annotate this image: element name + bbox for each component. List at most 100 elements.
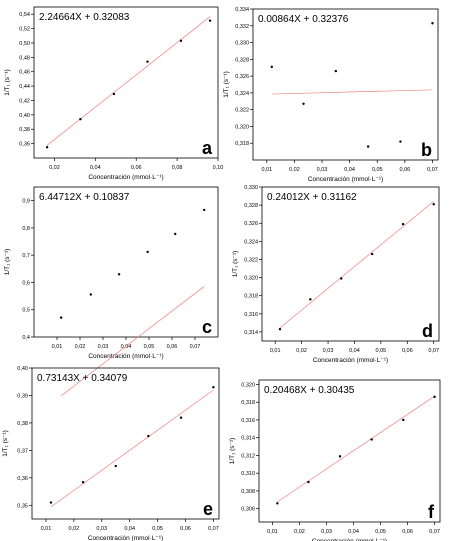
- y-tick-label: 0,7: [22, 253, 30, 259]
- x-axis-label: Concentración (mmol·L⁻¹): [88, 535, 163, 541]
- y-tick-label: 0,334: [235, 7, 249, 13]
- y-tick-label: 0,5: [22, 308, 30, 314]
- y-tick-label: 0,52: [19, 27, 30, 33]
- data-point: [45, 146, 49, 149]
- data-point: [81, 481, 85, 484]
- x-axis-label: Concentración (mmol·L⁻¹): [308, 176, 383, 183]
- data-point: [146, 250, 149, 254]
- x-tick-label: 0,07: [190, 344, 201, 350]
- y-tick-label: 0,50: [19, 41, 30, 47]
- x-tick-label: 0,04: [124, 526, 135, 532]
- x-tick-label: 0,02: [49, 165, 60, 171]
- chart-panel-f: 0,01 0,02 0,03 0,04 0,05 0,06 0,07 0,306 0,308 0,…: [229, 379, 441, 541]
- data-point: [147, 434, 150, 438]
- data-point: [203, 208, 206, 212]
- x-tick-label: 0,04: [349, 348, 360, 354]
- data-point: [366, 145, 370, 148]
- y-tick-label: 0,324: [235, 91, 249, 97]
- data-point: [302, 102, 305, 105]
- data-point: [146, 60, 149, 63]
- y-tick-label: 0,306: [241, 507, 255, 513]
- x-tick-label: 0,01: [270, 348, 281, 354]
- fit-equation: 2.24664X + 0.32083: [39, 12, 130, 23]
- data-point: [334, 69, 338, 73]
- y-tick-label: 0,326: [244, 221, 258, 227]
- x-tick-label: 0,02: [75, 344, 86, 350]
- data-point: [370, 252, 374, 256]
- chart-panel-a: 0,02 0,04 0,06 0,08 0,10 0,36 0,38 0,40 0,42 0,44…: [4, 6, 223, 181]
- panel-label: a: [202, 138, 213, 158]
- y-tick-label: 0,39: [17, 393, 28, 399]
- plot-frame: [33, 186, 219, 338]
- chart-panel-b: 0,01 0,02 0,03 0,04 0,05 0,06 0,07 0,318 0,320 0,…: [223, 7, 439, 183]
- y-axis-label: 1/T₁ (s⁻¹): [223, 71, 230, 98]
- y-tick-label: 0,320: [244, 276, 258, 282]
- y-tick-label: 0,54: [19, 12, 30, 18]
- x-tick-label: 0,07: [208, 526, 219, 532]
- panel-label: c: [202, 317, 212, 337]
- x-tick-label: 0,02: [296, 348, 307, 354]
- y-tick-label: 0,46: [19, 70, 30, 76]
- data-point: [431, 22, 434, 25]
- fit-equation: 0.20468X + 0.30435: [264, 385, 355, 396]
- x-tick-label: 0,04: [348, 529, 359, 535]
- x-tick-label: 0,04: [90, 165, 101, 171]
- y-tick-label: 0,42: [19, 98, 30, 104]
- y-tick-label: 0,320: [241, 382, 255, 388]
- x-tick-label: 0,06: [167, 344, 178, 350]
- y-tick-label: 0,330: [235, 41, 249, 47]
- y-tick-label: 0,314: [244, 330, 258, 336]
- x-tick-label: 0,01: [41, 526, 52, 532]
- y-axis-label: 1/T₁ (s⁻¹): [232, 251, 239, 278]
- x-tick-label: 0,07: [428, 348, 439, 354]
- x-axis-label: Concentración (mmol·L⁻¹): [313, 357, 388, 364]
- y-tick-label: 0,310: [241, 471, 255, 477]
- y-tick-label: 0,35: [17, 503, 28, 509]
- fit-line: [46, 16, 211, 146]
- x-tick-label: 0,06: [402, 529, 413, 535]
- y-axis-label: 1/T₁ (s⁻¹): [229, 438, 236, 465]
- data-point: [59, 316, 63, 319]
- x-tick-label: 0,02: [289, 167, 300, 173]
- y-tick-label: 0,324: [244, 239, 258, 245]
- x-tick-label: 0,03: [317, 167, 328, 173]
- y-axis-label: 1/T₁ (s⁻¹): [4, 249, 11, 276]
- y-tick-label: 0,322: [235, 108, 249, 114]
- data-point: [114, 464, 117, 468]
- y-tick-label: 0,316: [244, 312, 258, 318]
- x-tick-label: 0,07: [429, 529, 440, 535]
- x-axis-label: Concentración (mmol·L⁻¹): [88, 353, 163, 360]
- y-tick-label: 0,314: [241, 436, 255, 442]
- x-tick-label: 0,01: [261, 167, 272, 173]
- chart-panel-c: 0,01 0,02 0,03 0,04 0,05 0,06 0,07 0,4 0,5 0,6 0,7…: [4, 186, 219, 397]
- data-point: [307, 480, 310, 484]
- chart-panel-e: 0,01 0,02 0,03 0,04 0,05 0,06 0,07 0,35 0,36 0,37…: [2, 366, 220, 541]
- x-tick-label: 0,03: [98, 344, 109, 350]
- y-tick-label: 0,37: [17, 448, 28, 454]
- fit-line: [279, 200, 434, 329]
- plot-frame: [252, 8, 439, 161]
- y-tick-label: 0,36: [17, 476, 28, 482]
- y-tick-label: 0,318: [235, 141, 249, 147]
- x-tick-label: 0,03: [96, 526, 107, 532]
- y-tick-label: 0,8: [22, 226, 30, 232]
- x-tick-label: 0,06: [180, 526, 191, 532]
- y-tick-label: 0,330: [244, 185, 258, 191]
- y-tick-label: 0,40: [17, 366, 28, 372]
- plot-frame: [258, 379, 441, 523]
- data-point: [174, 232, 177, 236]
- data-point: [270, 65, 273, 69]
- y-tick-label: 0,6: [22, 280, 30, 286]
- x-tick-label: 0,05: [376, 348, 387, 354]
- y-tick-label: 0,36: [19, 142, 30, 148]
- x-tick-label: 0,07: [427, 167, 438, 173]
- panel-label: e: [203, 499, 213, 519]
- data-point: [276, 502, 279, 505]
- panel-label: f: [428, 502, 435, 522]
- y-tick-label: 0,318: [244, 294, 258, 300]
- y-tick-label: 0,316: [241, 418, 255, 424]
- x-tick-label: 0,06: [400, 167, 411, 173]
- fit-line: [271, 89, 433, 95]
- x-axis-label: Concentración (mmol·L⁻¹): [88, 174, 163, 181]
- data-point: [338, 455, 342, 458]
